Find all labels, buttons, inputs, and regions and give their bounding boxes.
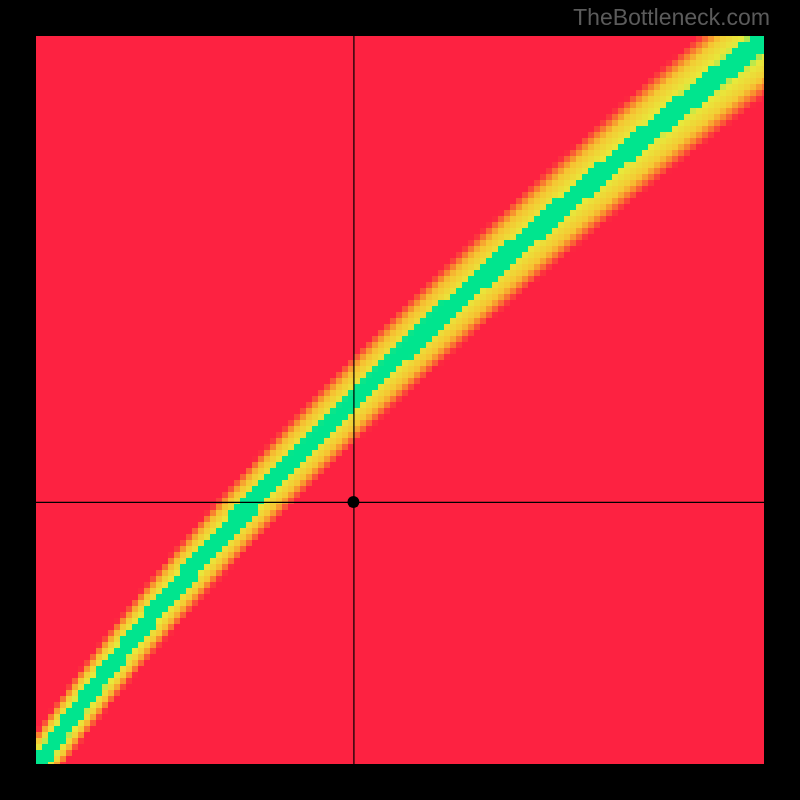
bottleneck-heatmap [0,0,800,800]
watermark-text: TheBottleneck.com [573,4,770,31]
